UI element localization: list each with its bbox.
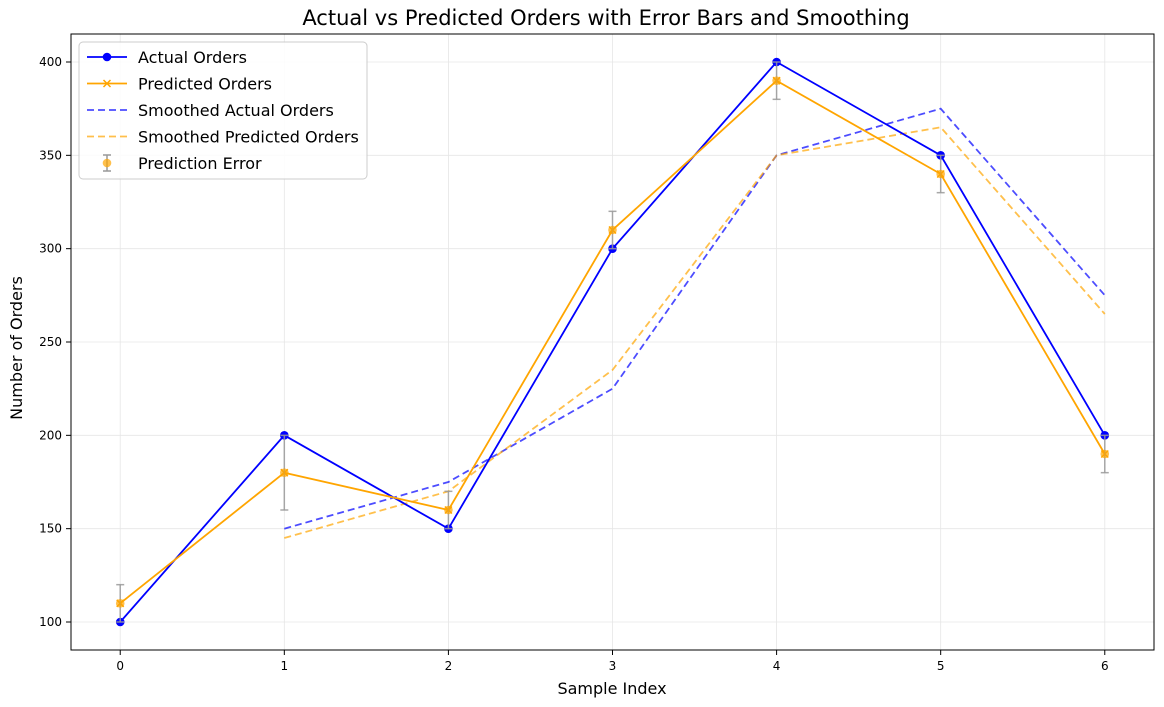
y-tick-label: 100 [39,615,62,629]
error-point [280,468,289,477]
error-point [936,169,945,179]
y-tick-label: 250 [39,335,62,349]
error-bar [772,61,781,101]
legend-entry: Smoothed Actual Orders [87,101,334,120]
grid [71,34,1154,650]
y-tick-label: 200 [39,428,62,442]
legend-marker [102,158,112,168]
x-tick-label: 5 [937,659,945,673]
x-tick-label: 6 [1101,659,1109,673]
error-bar [608,210,617,250]
x-tick-label: 2 [445,659,453,673]
legend-entry: Prediction Error [102,154,262,173]
legend-marker [102,79,112,88]
x-axis: 0 1 2 3 4 5 6 [116,650,1109,673]
y-tick-label: 350 [39,148,62,162]
legend-entry: Predicted Orders [87,75,272,94]
error-point [772,76,781,85]
error-point [608,225,617,235]
legend-label: Actual Orders [138,48,247,67]
legend: Actual Orders Predicted Orders Smoothed Ac… [78,41,368,180]
x-tick-label: 1 [280,659,288,673]
x-tick-label: 3 [609,659,617,673]
legend-marker [102,52,112,62]
y-tick-label: 150 [39,522,62,536]
legend-label: Smoothed Predicted Orders [138,128,359,147]
error-point [444,505,453,515]
legend-entry: Smoothed Predicted Orders [87,128,359,147]
y-tick-label: 300 [39,242,62,256]
error-point [115,599,125,608]
y-axis: 100 150 200 250 300 350 400 [39,55,71,629]
chart-title: Actual vs Predicted Orders with Error Ba… [302,6,909,30]
y-tick-label: 400 [39,55,62,69]
error-bar [115,583,125,623]
series-layer [115,57,1110,627]
error-bar [280,434,289,511]
legend-label: Predicted Orders [138,75,272,94]
x-axis-label: Sample Index [557,679,666,698]
error-bar [1100,434,1110,474]
error-bar [936,154,945,194]
legend-box [78,41,368,180]
smoothed-actual-line [284,107,1106,530]
error-point [1100,449,1110,459]
x-tick-label: 4 [773,659,781,673]
y-axis-label: Number of Orders [7,276,26,420]
legend-label: Prediction Error [138,154,262,173]
error-bar [444,490,453,530]
legend-entry: Actual Orders [87,48,247,67]
legend-label: Smoothed Actual Orders [138,101,334,120]
smoothed-predicted-line [284,126,1106,539]
x-tick-label: 0 [116,659,124,673]
